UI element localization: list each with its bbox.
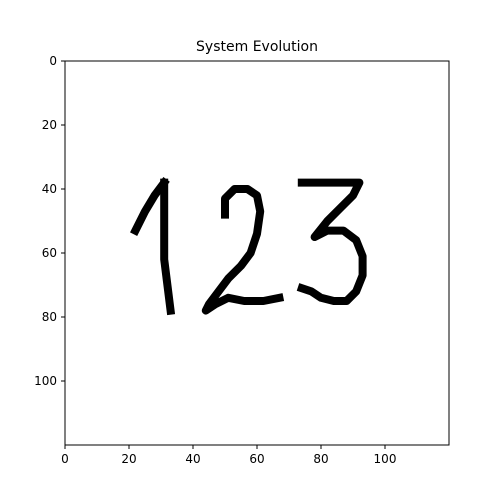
heatmap-image xyxy=(65,61,449,445)
x-tick-label: 0 xyxy=(61,452,69,466)
heatmap-background xyxy=(65,61,449,445)
y-axis: 0 20 40 60 80 100 xyxy=(34,54,65,388)
x-tick-label: 80 xyxy=(313,452,328,466)
x-tick-label: 20 xyxy=(121,452,136,466)
y-tick-label: 40 xyxy=(42,182,57,196)
y-tick-label: 20 xyxy=(42,118,57,132)
digit-1-upstroke-stroke xyxy=(130,177,170,236)
digit-3-stroke xyxy=(296,178,367,305)
x-axis: 0 20 40 60 80 100 xyxy=(61,445,396,466)
digit-2-stroke xyxy=(201,185,285,315)
y-tick-label: 0 xyxy=(49,54,57,68)
chart-title: System Evolution xyxy=(196,39,318,55)
x-tick-label: 60 xyxy=(249,452,264,466)
y-tick-label: 60 xyxy=(42,246,57,260)
x-tick-label: 40 xyxy=(185,452,200,466)
y-tick-label: 100 xyxy=(34,374,57,388)
x-tick-label: 100 xyxy=(374,452,397,466)
digit-1-stem-stroke xyxy=(160,178,176,316)
y-tick-label: 80 xyxy=(42,310,57,324)
